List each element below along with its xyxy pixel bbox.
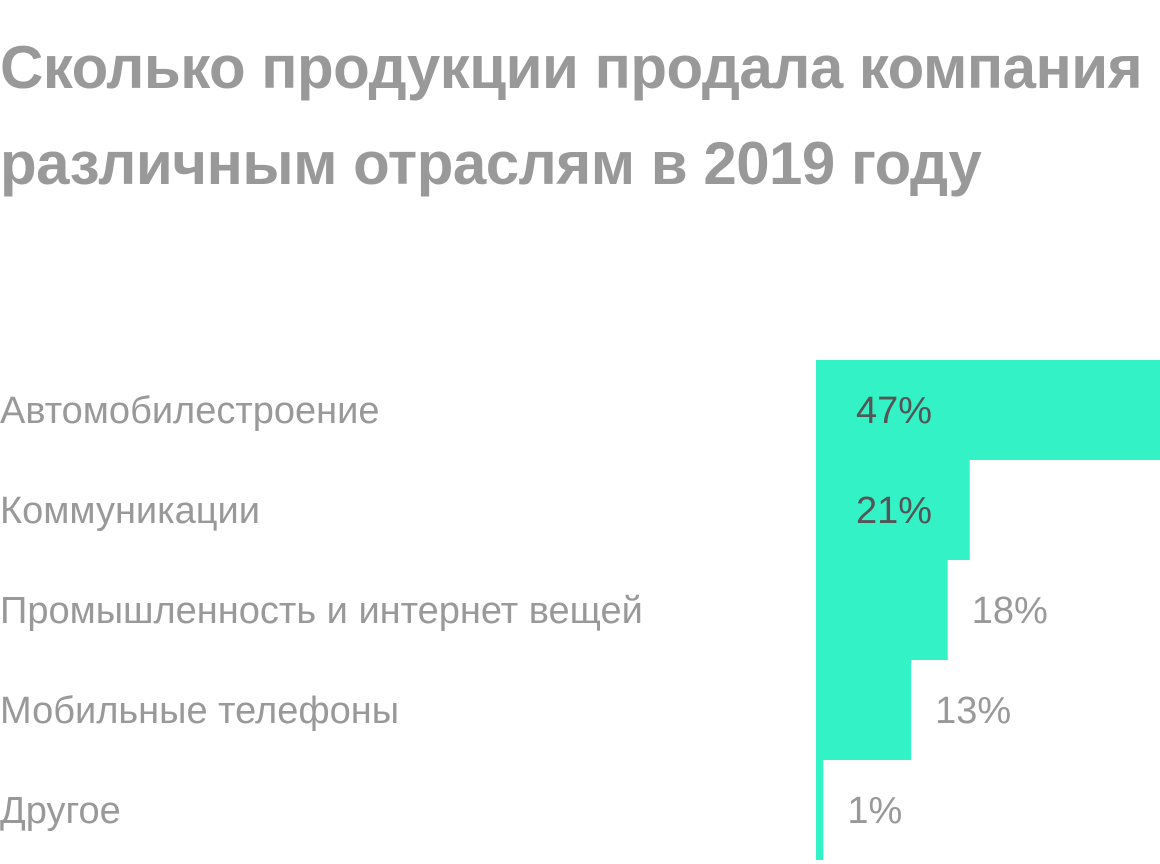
bar <box>816 760 824 860</box>
bar <box>816 360 1160 460</box>
bar <box>816 460 970 560</box>
value-label: 1% <box>847 790 902 832</box>
value-label: 21% <box>856 490 932 532</box>
category-label: Другое <box>0 790 121 832</box>
category-label: Мобильные телефоны <box>0 690 399 732</box>
bar-chart-svg: Автомобилестроение 47% Коммуникации 21% Пром… <box>0 360 1160 860</box>
value-label: 13% <box>935 690 1011 732</box>
category-label: Автомобилестроение <box>0 390 380 432</box>
category-label: Коммуникации <box>0 490 260 532</box>
bar-chart: Автомобилестроение 47% Коммуникации 21% Пром… <box>0 360 1160 864</box>
value-label: 47% <box>856 390 932 432</box>
bar <box>816 560 948 660</box>
chart-title: Сколько продукции продала компания разли… <box>0 34 1143 197</box>
bar <box>816 660 912 760</box>
category-label: Промышленность и интернет вещей <box>0 590 643 632</box>
value-label: 18% <box>972 590 1048 632</box>
